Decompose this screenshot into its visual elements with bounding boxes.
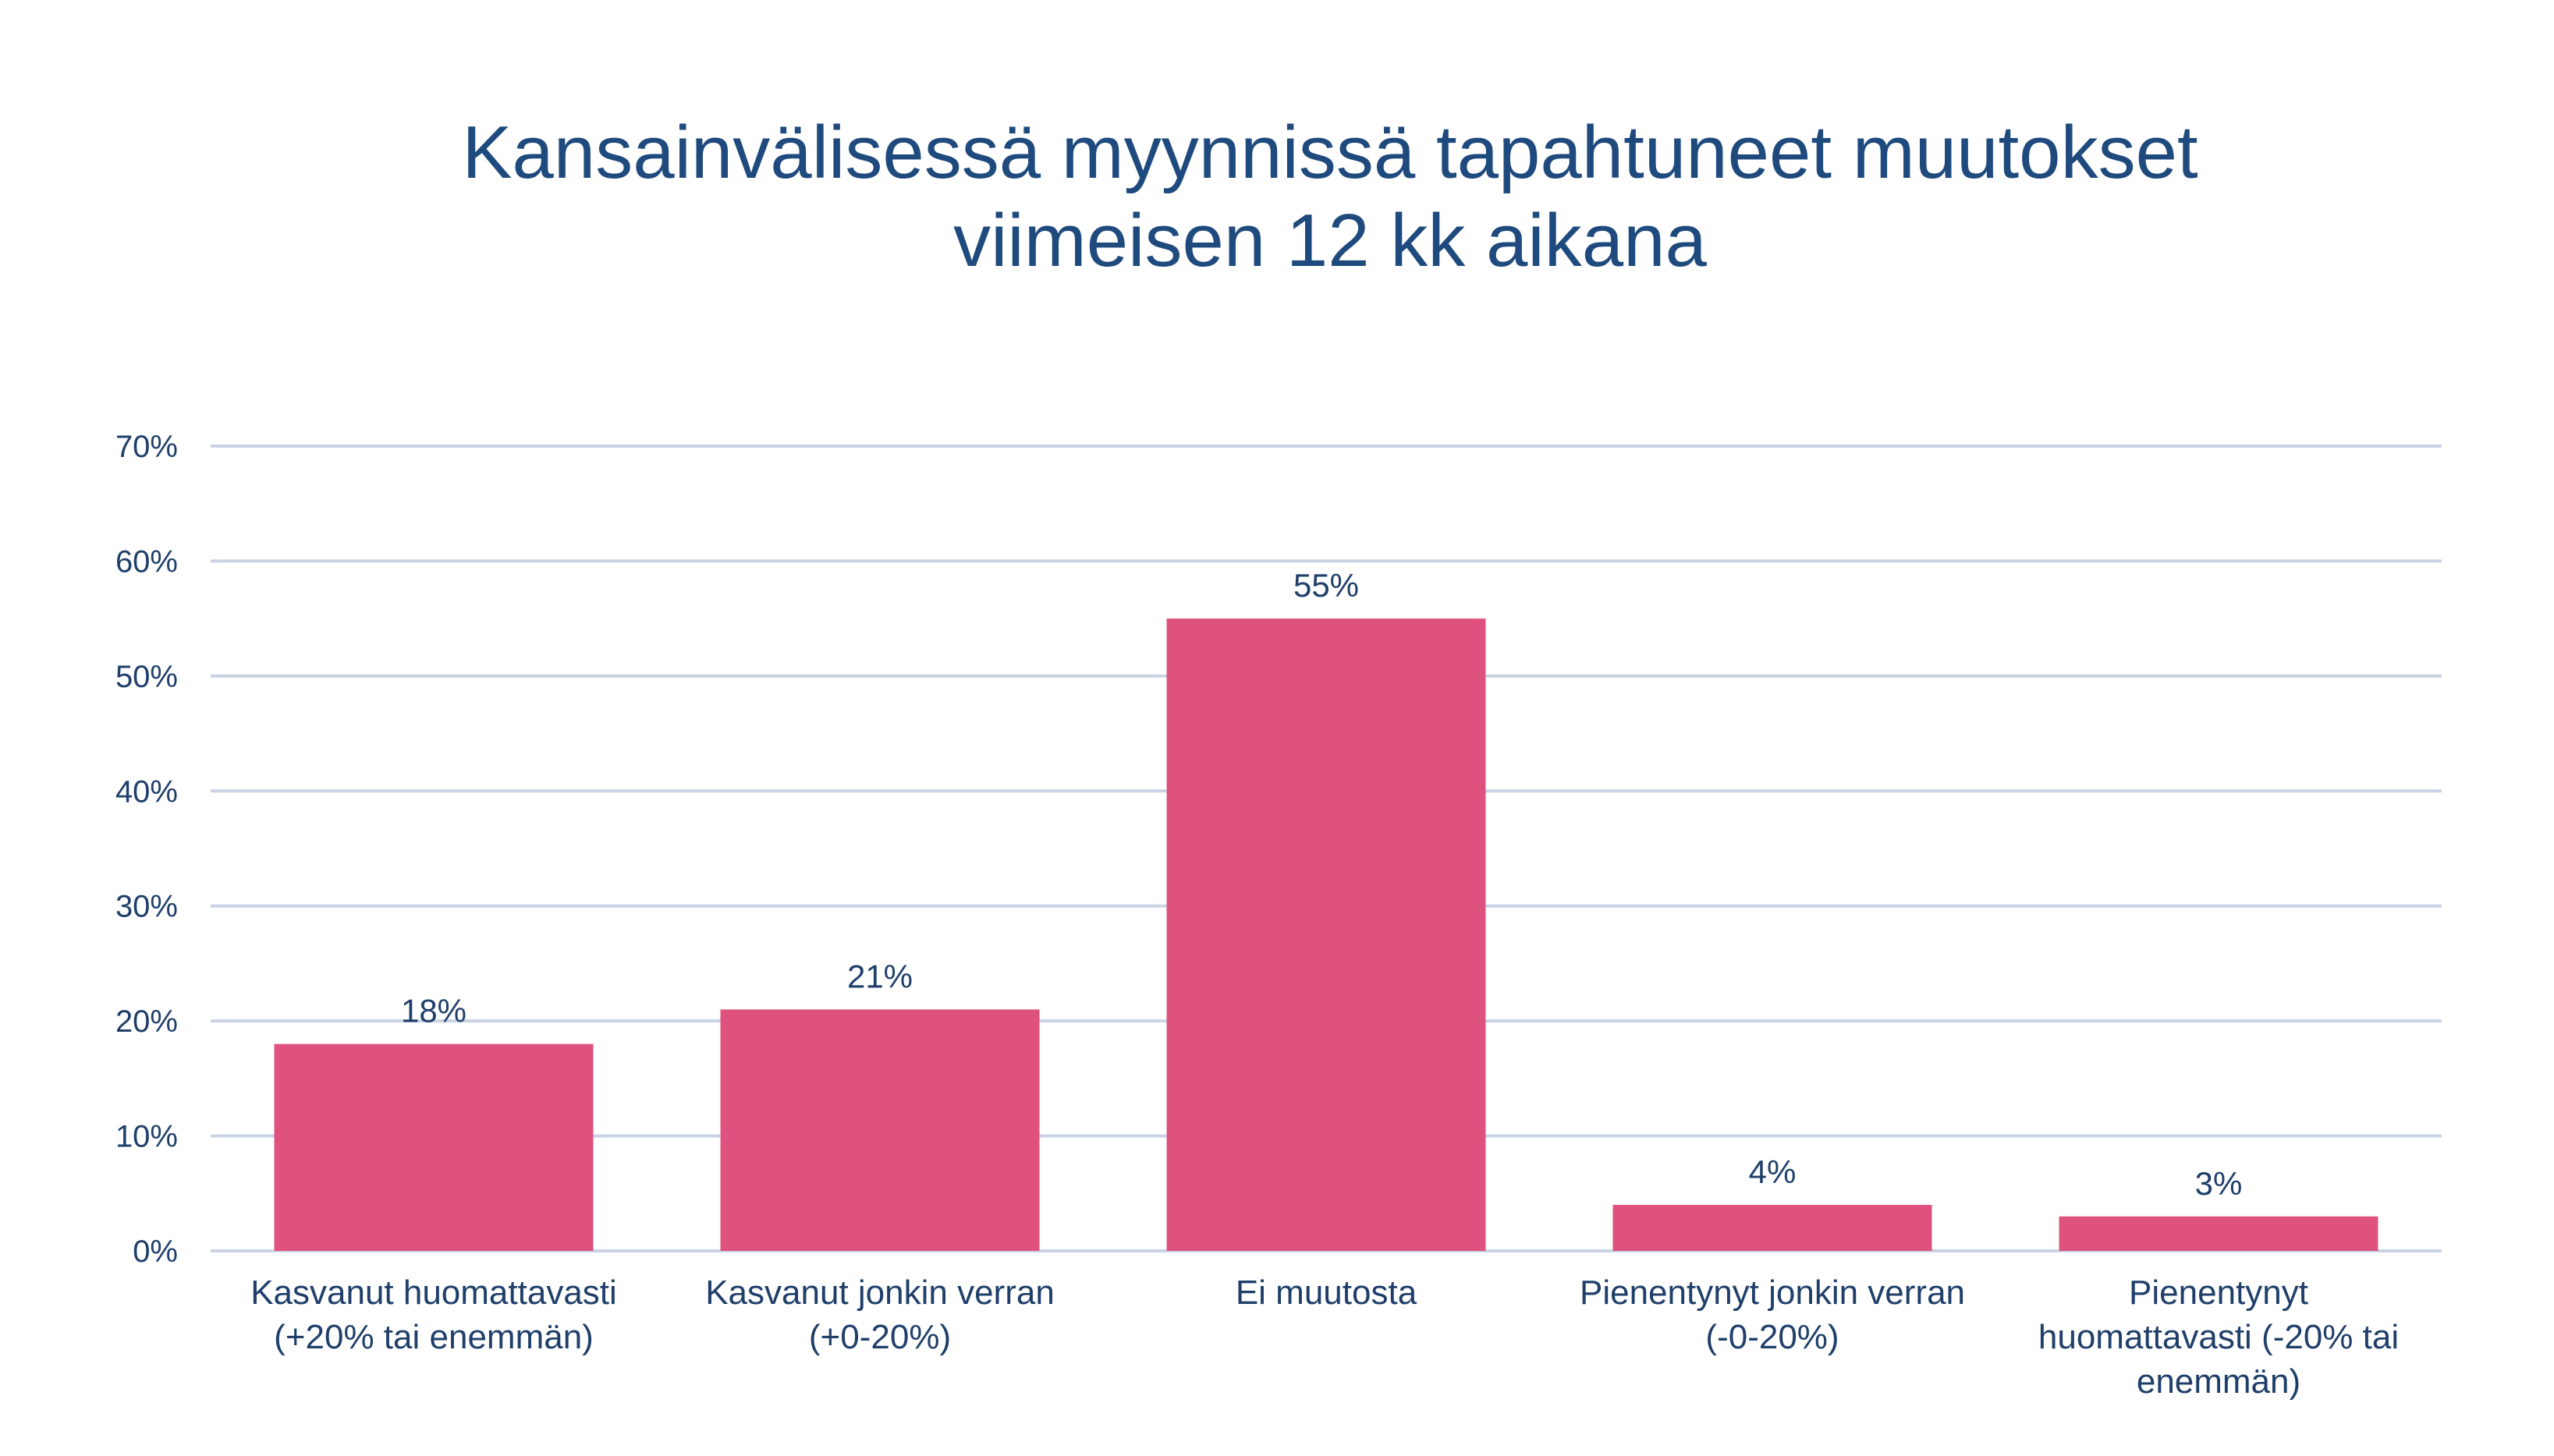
chart-title: Kansainvälisessä myynnissä tapahtuneet m… xyxy=(462,111,2198,282)
data-label: 55% xyxy=(1293,567,1359,604)
category-label: Pienentynyt xyxy=(2129,1274,2308,1312)
data-label: 4% xyxy=(1749,1153,1797,1190)
bar xyxy=(720,1009,1040,1251)
data-label: 21% xyxy=(847,958,913,994)
chart-title-line-2: viimeisen 12 kk aikana xyxy=(953,199,1707,282)
category-label: enemmän) xyxy=(2137,1362,2300,1401)
category-label: Kasvanut huomattavasti xyxy=(250,1274,617,1312)
bar xyxy=(2059,1216,2378,1251)
y-tick-label: 60% xyxy=(115,544,178,579)
y-axis-ticks: 0% 10% 20% 30% 40% 50% 60% 70% xyxy=(115,430,178,1269)
y-tick-label: 70% xyxy=(115,430,178,464)
category-label: Pienentynyt jonkin verran xyxy=(1580,1274,1965,1312)
y-tick-label: 0% xyxy=(133,1235,178,1269)
data-label: 3% xyxy=(2195,1165,2243,1202)
category-label: Kasvanut jonkin verran xyxy=(705,1274,1055,1312)
y-tick-label: 30% xyxy=(115,890,178,924)
data-labels: 18% 21% 55% 4% 3% xyxy=(401,567,2242,1202)
category-labels: Kasvanut huomattavasti (+20% tai enemmän)… xyxy=(250,1274,2399,1401)
data-label: 18% xyxy=(401,993,466,1029)
bar xyxy=(274,1043,594,1251)
category-label: (+20% tai enemmän) xyxy=(274,1318,594,1356)
y-tick-label: 40% xyxy=(115,774,178,809)
category-label: Ei muutosta xyxy=(1236,1274,1417,1312)
category-label: huomattavasti (-20% tai xyxy=(2038,1318,2399,1356)
y-tick-label: 50% xyxy=(115,660,178,694)
category-label: (-0-20%) xyxy=(1705,1318,1839,1356)
bar xyxy=(1166,618,1486,1251)
y-tick-label: 10% xyxy=(115,1120,178,1154)
chart-title-line-1: Kansainvälisessä myynnissä tapahtuneet m… xyxy=(462,111,2198,194)
category-label: (+0-20%) xyxy=(809,1318,951,1356)
bar xyxy=(1612,1205,1932,1251)
y-tick-label: 20% xyxy=(115,1004,178,1039)
bars xyxy=(274,618,2378,1251)
